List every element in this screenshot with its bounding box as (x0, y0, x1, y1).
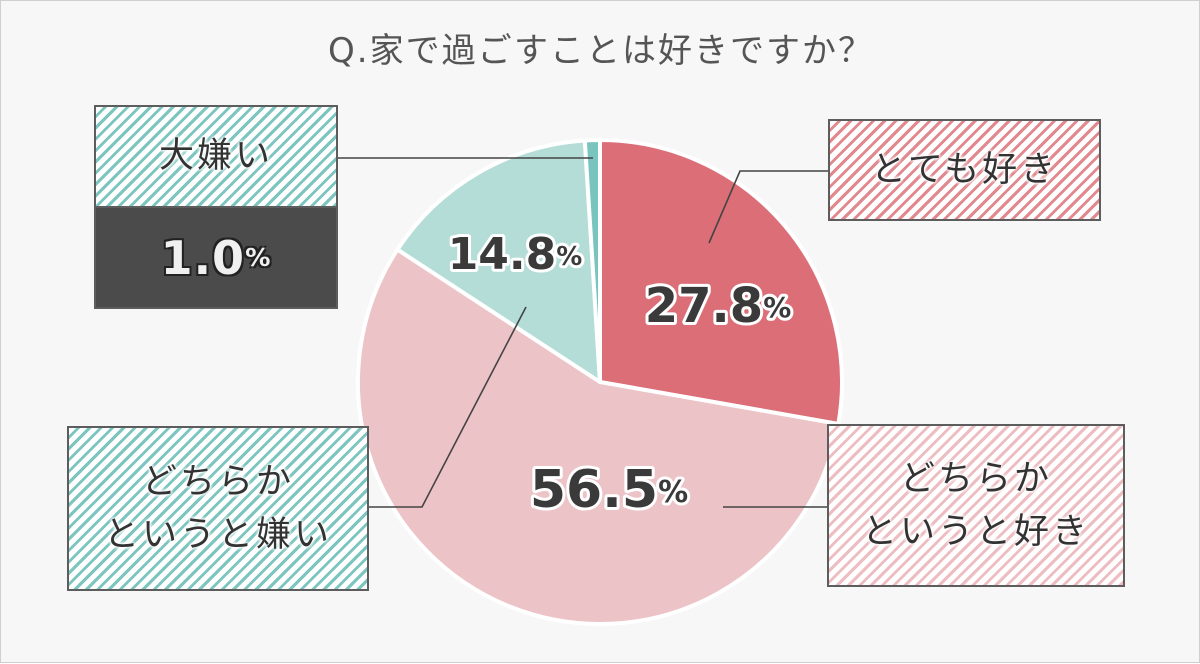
legend-value-hate: 1.0% (94, 206, 338, 309)
legend-box-love: とても好き (828, 119, 1101, 221)
legend-label-dislike-line2: というと嫌い (103, 514, 332, 555)
leader-line-dislike (369, 306, 527, 508)
value-hate: 1.0 (160, 230, 246, 285)
legend-label-hate: 大嫌い (158, 136, 273, 177)
leader-line-love (708, 170, 829, 244)
legend-label-like-line2: というと好き (861, 511, 1090, 552)
pie-slice-hate (582, 138, 602, 384)
legend-label-love: とても好き (870, 149, 1059, 190)
legend-label-dislike-line1: どちらか (141, 462, 294, 502)
legend-label-like-line1: どちらか (899, 459, 1052, 499)
chart-title: Q.家で過ごすことは好きですか？ (328, 31, 874, 71)
pie-slice-like (356, 247, 841, 626)
pie-slice-dislike (395, 138, 602, 384)
legend-box-dislike: どちらか というと嫌い (67, 426, 369, 591)
pie-slice-love (598, 138, 844, 426)
value-label-dislike: 14.8% (448, 229, 583, 280)
percent-sign: % (245, 243, 272, 272)
legend-box-hate: 大嫌い (94, 105, 338, 208)
legend-box-like: どちらか というと好き (827, 424, 1125, 587)
